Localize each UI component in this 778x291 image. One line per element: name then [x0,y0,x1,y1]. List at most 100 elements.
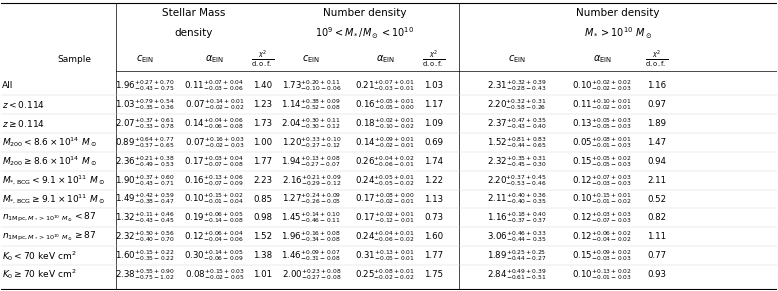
Text: 0.77: 0.77 [647,251,666,260]
Text: 1.75: 1.75 [425,270,443,279]
Text: $\alpha_{\mathrm{EIN}}$: $\alpha_{\mathrm{EIN}}$ [593,53,612,65]
Text: 0.97: 0.97 [647,100,666,109]
Text: $1.96^{+0.16+0.08}_{-0.34-0.08}$: $1.96^{+0.16+0.08}_{-0.34-0.08}$ [282,229,342,244]
Text: $10^9 < M_*/M_\odot < 10^{10}$: $10^9 < M_*/M_\odot < 10^{10}$ [315,25,414,41]
Text: $0.11^{+0.07+0.04}_{-0.03-0.06}$: $0.11^{+0.07+0.04}_{-0.03-0.06}$ [184,78,245,93]
Text: 1.17: 1.17 [425,100,443,109]
Text: $1.16^{+0.18+0.40}_{-0.37-0.37}$: $1.16^{+0.18+0.40}_{-0.37-0.37}$ [487,210,547,225]
Text: $M_{200} \geq 8.6 \times 10^{14}\ M_\odot$: $M_{200} \geq 8.6 \times 10^{14}\ M_\odo… [2,154,97,168]
Text: 2.11: 2.11 [647,176,666,184]
Text: $1.32^{+0.11+0.46}_{-0.43-0.45}$: $1.32^{+0.11+0.46}_{-0.43-0.45}$ [114,210,175,225]
Text: $n_{\mathrm{1Mpc},M_*>10^{10}\ M_\odot} < 87$: $n_{\mathrm{1Mpc},M_*>10^{10}\ M_\odot} … [2,211,96,224]
Text: $2.20^{+0.32+0.31}_{-0.58-0.26}$: $2.20^{+0.32+0.31}_{-0.58-0.26}$ [487,97,547,112]
Text: $1.46^{+0.09+0.07}_{-0.31-0.08}$: $1.46^{+0.09+0.07}_{-0.31-0.08}$ [282,248,342,263]
Text: $1.94^{+0.13+0.08}_{-0.27-0.07}$: $1.94^{+0.13+0.08}_{-0.27-0.07}$ [282,154,342,169]
Text: Number density: Number density [323,8,406,18]
Text: $0.26^{+0.04+0.02}_{-0.06-0.01}$: $0.26^{+0.04+0.02}_{-0.06-0.01}$ [356,154,415,169]
Text: $1.90^{+0.37+0.60}_{-0.43-0.71}$: $1.90^{+0.37+0.60}_{-0.43-0.71}$ [114,173,175,188]
Text: $0.12^{+0.06+0.02}_{-0.04-0.02}$: $0.12^{+0.06+0.02}_{-0.04-0.02}$ [572,229,633,244]
Text: 0.82: 0.82 [647,213,666,222]
Text: 0.85: 0.85 [253,194,272,203]
Text: $0.07^{+0.14+0.01}_{-0.02-0.02}$: $0.07^{+0.14+0.01}_{-0.02-0.02}$ [184,97,244,112]
Text: $0.89^{+0.64+0.77}_{-0.37-0.65}$: $0.89^{+0.64+0.77}_{-0.37-0.65}$ [115,135,175,150]
Text: $0.24^{+0.04+0.01}_{-0.06-0.02}$: $0.24^{+0.04+0.01}_{-0.06-0.02}$ [356,229,415,244]
Text: $c_{\mathrm{EIN}}$: $c_{\mathrm{EIN}}$ [136,53,154,65]
Text: 1.40: 1.40 [253,81,272,90]
Text: $K_0 < 70\ \mathrm{keV\ cm}^2$: $K_0 < 70\ \mathrm{keV\ cm}^2$ [2,249,77,262]
Text: $2.32^{+0.50+0.56}_{-0.40-0.70}$: $2.32^{+0.50+0.56}_{-0.40-0.70}$ [114,229,175,244]
Text: 1.11: 1.11 [647,232,666,241]
Text: $K_0 \geq 70\ \mathrm{keV\ cm}^2$: $K_0 \geq 70\ \mathrm{keV\ cm}^2$ [2,267,77,281]
Text: $0.24^{+0.05+0.01}_{-0.05-0.02}$: $0.24^{+0.05+0.01}_{-0.05-0.02}$ [356,173,415,188]
Text: 1.03: 1.03 [425,81,443,90]
Text: $\alpha_{\mathrm{EIN}}$: $\alpha_{\mathrm{EIN}}$ [205,53,224,65]
Text: $\alpha_{\mathrm{EIN}}$: $\alpha_{\mathrm{EIN}}$ [376,53,394,65]
Text: $1.27^{+0.24+0.09}_{-0.26-0.05}$: $1.27^{+0.24+0.09}_{-0.26-0.05}$ [282,191,341,206]
Text: 1.09: 1.09 [425,119,443,128]
Text: $\frac{\chi^2}{\mathrm{d.o.f.}}$: $\frac{\chi^2}{\mathrm{d.o.f.}}$ [422,49,446,70]
Text: $1.52^{+0.81+0.83}_{-0.44-0.65}$: $1.52^{+0.81+0.83}_{-0.44-0.65}$ [487,135,547,150]
Text: 1.74: 1.74 [425,157,443,166]
Text: $c_{\mathrm{EIN}}$: $c_{\mathrm{EIN}}$ [508,53,526,65]
Text: $2.16^{+0.21+0.09}_{-0.29-0.12}$: $2.16^{+0.21+0.09}_{-0.29-0.12}$ [282,173,342,188]
Text: $2.32^{+0.35+0.31}_{-0.45-0.30}$: $2.32^{+0.35+0.31}_{-0.45-0.30}$ [487,154,547,169]
Text: 1.00: 1.00 [253,138,272,147]
Text: $z < 0.114$: $z < 0.114$ [2,99,45,110]
Text: 1.23: 1.23 [253,100,272,109]
Text: $0.30^{+0.14+0.05}_{-0.06-0.09}$: $0.30^{+0.14+0.05}_{-0.06-0.09}$ [184,248,244,263]
Text: $2.31^{+0.32+0.39}_{-0.28-0.43}$: $2.31^{+0.32+0.39}_{-0.28-0.43}$ [487,78,547,93]
Text: 0.52: 0.52 [647,194,666,203]
Text: $2.38^{+0.55+0.90}_{-0.75-1.02}$: $2.38^{+0.55+0.90}_{-0.75-1.02}$ [114,267,175,282]
Text: $M_{200} < 8.6 \times 10^{14}\ M_\odot$: $M_{200} < 8.6 \times 10^{14}\ M_\odot$ [2,135,97,149]
Text: $0.16^{+0.05+0.01}_{-0.05-0.00}$: $0.16^{+0.05+0.01}_{-0.05-0.00}$ [355,97,415,112]
Text: $1.73^{+0.20+0.11}_{-0.10-0.06}$: $1.73^{+0.20+0.11}_{-0.10-0.06}$ [282,78,342,93]
Text: $n_{\mathrm{1Mpc},M_*>10^{10}\ M_\odot} \geq 87$: $n_{\mathrm{1Mpc},M_*>10^{10}\ M_\odot} … [2,230,96,243]
Text: 1.47: 1.47 [647,138,666,147]
Text: $0.05^{+0.08+0.01}_{-0.01-0.03}$: $0.05^{+0.08+0.01}_{-0.01-0.03}$ [572,135,633,150]
Text: $2.20^{+0.37+0.45}_{-0.53-0.46}$: $2.20^{+0.37+0.45}_{-0.53-0.46}$ [487,173,547,188]
Text: 1.60: 1.60 [425,232,443,241]
Text: $2.11^{+0.40+0.36}_{-0.40-0.35}$: $2.11^{+0.40+0.36}_{-0.40-0.35}$ [487,191,547,206]
Text: 0.98: 0.98 [253,213,272,222]
Text: $1.89^{+0.25+0.25}_{-0.44-0.27}$: $1.89^{+0.25+0.25}_{-0.44-0.27}$ [487,248,547,263]
Text: 1.16: 1.16 [647,81,666,90]
Text: 1.52: 1.52 [253,232,272,241]
Text: $\frac{\chi^2}{\mathrm{d.o.f.}}$: $\frac{\chi^2}{\mathrm{d.o.f.}}$ [251,49,275,70]
Text: 0.69: 0.69 [425,138,443,147]
Text: $1.49^{+0.42+0.59}_{-0.38-0.47}$: $1.49^{+0.42+0.59}_{-0.38-0.47}$ [115,191,175,206]
Text: 1.13: 1.13 [425,194,443,203]
Text: $2.07^{+0.37+0.61}_{-0.33-0.78}$: $2.07^{+0.37+0.61}_{-0.33-0.78}$ [115,116,175,131]
Text: 1.89: 1.89 [647,119,666,128]
Text: $0.10^{+0.02+0.02}_{-0.02-0.03}$: $0.10^{+0.02+0.02}_{-0.02-0.03}$ [572,78,633,93]
Text: $0.12^{+0.06+0.04}_{-0.04-0.06}$: $0.12^{+0.06+0.04}_{-0.04-0.06}$ [184,229,245,244]
Text: 1.77: 1.77 [253,157,272,166]
Text: $0.07^{+0.16+0.03}_{-0.02-0.03}$: $0.07^{+0.16+0.03}_{-0.02-0.03}$ [184,135,244,150]
Text: $2.04^{+0.30+0.11}_{-0.30-0.12}$: $2.04^{+0.30+0.11}_{-0.30-0.12}$ [282,116,342,131]
Text: Number density: Number density [576,8,660,18]
Text: $M_{*,\mathrm{BCG}} \geq 9.1 \times 10^{11}\ M_\odot$: $M_{*,\mathrm{BCG}} \geq 9.1 \times 10^{… [2,192,105,206]
Text: $2.84^{+0.49+0.39}_{-0.61-0.51}$: $2.84^{+0.49+0.39}_{-0.61-0.51}$ [487,267,547,282]
Text: $3.06^{+0.46+0.33}_{-0.44-0.35}$: $3.06^{+0.46+0.33}_{-0.44-0.35}$ [487,229,547,244]
Text: $0.08^{+0.15+0.03}_{-0.02-0.05}$: $0.08^{+0.15+0.03}_{-0.02-0.05}$ [184,267,244,282]
Text: 0.73: 0.73 [425,213,443,222]
Text: Sample: Sample [58,54,91,63]
Text: $0.31^{+0.13+0.01}_{-0.05-0.01}$: $0.31^{+0.13+0.01}_{-0.05-0.01}$ [355,248,415,263]
Text: $0.15^{+0.05+0.02}_{-0.05-0.03}$: $0.15^{+0.05+0.02}_{-0.05-0.03}$ [572,154,633,169]
Text: $0.14^{+0.04+0.06}_{-0.06-0.08}$: $0.14^{+0.04+0.06}_{-0.06-0.08}$ [184,116,244,131]
Text: $0.18^{+0.02+0.01}_{-0.10-0.02}$: $0.18^{+0.02+0.01}_{-0.10-0.02}$ [355,116,415,131]
Text: $0.16^{+0.13+0.06}_{-0.07-0.09}$: $0.16^{+0.13+0.06}_{-0.07-0.09}$ [184,173,244,188]
Text: $c_{\mathrm{EIN}}$: $c_{\mathrm{EIN}}$ [303,53,321,65]
Text: $1.20^{+0.33+0.10}_{-0.27-0.12}$: $1.20^{+0.33+0.10}_{-0.27-0.12}$ [282,135,342,150]
Text: $\frac{\chi^2}{\mathrm{d.o.f.}}$: $\frac{\chi^2}{\mathrm{d.o.f.}}$ [645,49,668,70]
Text: $0.12^{+0.07+0.03}_{-0.03-0.03}$: $0.12^{+0.07+0.03}_{-0.03-0.03}$ [572,173,633,188]
Text: $1.14^{+0.38+0.09}_{-0.52-0.08}$: $1.14^{+0.38+0.09}_{-0.52-0.08}$ [282,97,342,112]
Text: 1.22: 1.22 [425,176,443,184]
Text: $0.13^{+0.05+0.03}_{-0.05-0.03}$: $0.13^{+0.05+0.03}_{-0.05-0.03}$ [572,116,633,131]
Text: $0.17^{+0.03+0.04}_{-0.07-0.08}$: $0.17^{+0.03+0.04}_{-0.07-0.08}$ [184,154,245,169]
Text: $0.10^{+0.15+0.01}_{-0.01-0.02}$: $0.10^{+0.15+0.01}_{-0.01-0.02}$ [572,191,633,206]
Text: $0.19^{+0.06+0.05}_{-0.14-0.08}$: $0.19^{+0.06+0.05}_{-0.14-0.08}$ [184,210,244,225]
Text: $1.60^{+0.15+0.22}_{-0.35-0.22}$: $1.60^{+0.15+0.22}_{-0.35-0.22}$ [115,248,175,263]
Text: $1.03^{+0.79+0.54}_{-0.35-0.36}$: $1.03^{+0.79+0.54}_{-0.35-0.36}$ [114,97,175,112]
Text: Stellar Mass: Stellar Mass [162,8,226,18]
Text: $0.12^{+0.03+0.03}_{-0.07-0.03}$: $0.12^{+0.03+0.03}_{-0.07-0.03}$ [572,210,633,225]
